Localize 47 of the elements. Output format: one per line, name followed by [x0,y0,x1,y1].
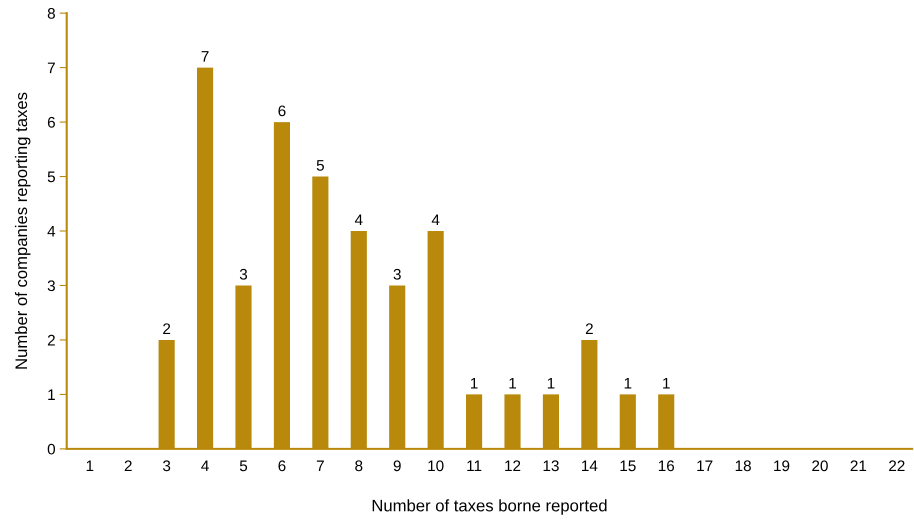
x-tick-label: 12 [505,460,520,472]
x-tick-label: 14 [582,460,598,472]
y-tick-label: 3 [48,280,55,292]
y-tick-label: 2 [48,334,55,346]
y-tick-label: 5 [48,172,55,182]
y-axis-title: Number of companies reporting taxes [14,92,30,369]
data-label: 6 [278,105,286,116]
y-tick-label: 4 [47,226,56,237]
x-tick-label: 13 [544,460,559,472]
x-tick-label: 17 [697,460,712,472]
x-tick-label: 19 [774,460,790,472]
data-label: 5 [316,160,324,171]
x-tick-label: 3 [162,460,170,472]
x-tick-label: 18 [736,460,751,472]
x-axis-title: Number of taxes borne reported [372,499,606,515]
y-tick-label: 7 [48,62,55,74]
y-tick-label: 6 [48,116,55,128]
y-tick-label: 8 [48,8,55,19]
data-label: 4 [354,214,363,226]
y-tick-label: 0 [48,444,56,455]
x-tick-label: 22 [889,460,905,472]
x-tick-label: 21 [850,460,866,472]
data-label: 1 [470,378,478,388]
x-tick-label: 1 [86,460,94,472]
x-tick-label: 8 [355,460,362,472]
x-tick-label: 2 [124,460,132,472]
y-tick-label: 1 [48,389,55,400]
x-tick-label: 7 [316,460,324,472]
x-tick-label: 20 [812,460,828,472]
x-tick-label: 5 [240,460,248,472]
data-label: 3 [394,268,401,280]
x-tick-label: 15 [620,460,636,472]
data-label: 4 [432,214,440,226]
data-label: 1 [624,378,632,388]
data-label: 3 [240,268,248,280]
x-tick-label: 11 [467,460,482,472]
data-label: 2 [586,323,593,334]
data-label: 2 [163,323,170,334]
x-tick-label: 9 [394,460,401,472]
x-tick-label: 6 [278,460,286,472]
x-tick-label: 4 [201,460,209,472]
x-tick-label: 10 [428,460,444,472]
x-tick-label: 16 [658,460,674,472]
data-label: 1 [663,378,670,388]
data-label: 1 [548,378,554,388]
data-label: 1 [509,378,516,388]
data-label: 7 [202,51,209,62]
